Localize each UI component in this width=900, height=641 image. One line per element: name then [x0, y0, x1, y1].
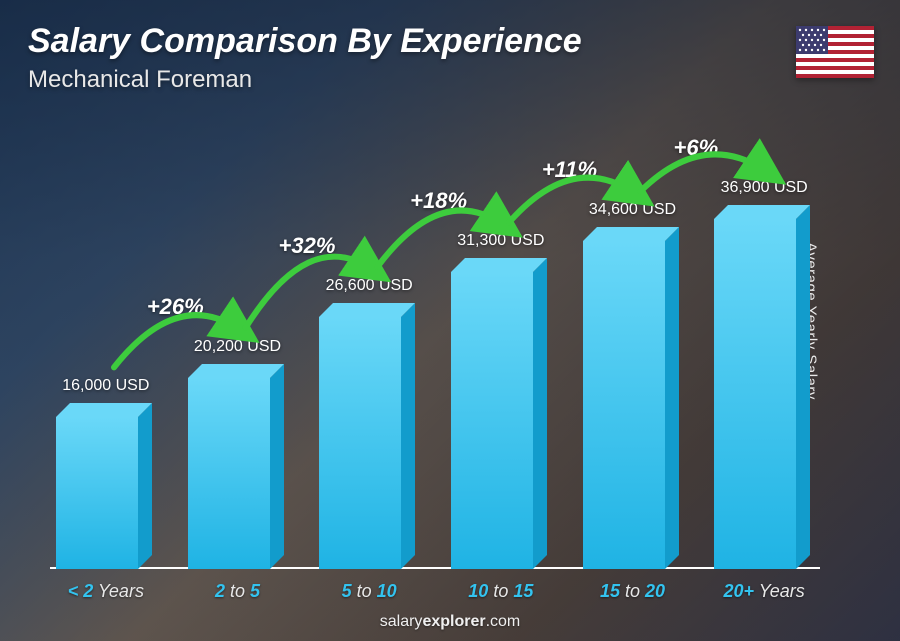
- x-axis-label: 10 to 15: [435, 581, 567, 602]
- x-axis-label: < 2 Years: [40, 581, 172, 602]
- infographic-canvas: Salary Comparison By Experience Mechanic…: [0, 0, 900, 641]
- footer-text-suffix: .com: [486, 613, 521, 630]
- delta-arc: [641, 154, 767, 191]
- delta-arc: [246, 257, 372, 328]
- footer-text-prefix: salary: [380, 613, 423, 630]
- x-axis-label: 5 to 10: [303, 581, 435, 602]
- x-axis-label: 20+ Years: [698, 581, 830, 602]
- delta-arc: [114, 315, 240, 367]
- x-axis-label: 15 to 20: [567, 581, 699, 602]
- bar-chart: 16,000 USD< 2 Years20,200 USD2 to 526,60…: [40, 130, 830, 569]
- delta-arc: [377, 210, 503, 266]
- chart-title: Salary Comparison By Experience: [28, 22, 582, 61]
- x-axis-label: 2 to 5: [172, 581, 304, 602]
- us-flag-icon: [796, 26, 874, 78]
- delta-arc: [509, 178, 635, 223]
- footer-attribution: salaryexplorer.com: [0, 613, 900, 631]
- delta-arcs-layer: [40, 130, 830, 569]
- chart-subtitle: Mechanical Foreman: [28, 66, 252, 94]
- footer-text-bold: explorer: [422, 613, 485, 630]
